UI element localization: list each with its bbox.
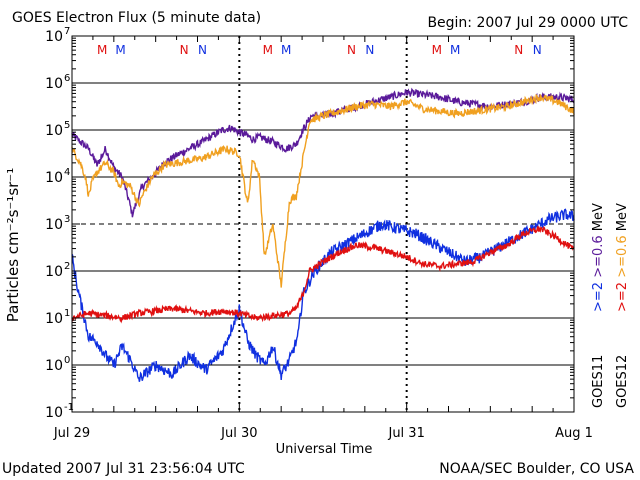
y-tick-exponent: 4 (64, 167, 70, 178)
event-marker: N (347, 43, 356, 57)
legend-goes11-energies: >=2 >=0.6 MeV (591, 203, 606, 312)
event-marker: N (533, 43, 542, 57)
x-tick-label: Jul 31 (387, 426, 424, 441)
legend-goes12: GOES12 (615, 355, 630, 408)
event-marker: M (97, 43, 107, 57)
y-tick-label: 10 (45, 76, 63, 92)
x-tick-label: Jul 30 (220, 426, 257, 441)
y-tick-label: 10 (45, 217, 63, 233)
event-marker: N (198, 43, 207, 57)
event-marker: M (281, 43, 291, 57)
series-line (71, 225, 575, 324)
x-tick-labels: Jul 29 Jul 30 Jul 31 Aug 1 (53, 426, 593, 441)
y-tick-label: 10 (45, 311, 63, 327)
y-tick-exponent: 6 (64, 73, 70, 84)
y-tick-label: 10 (45, 170, 63, 186)
chart-title: GOES Electron Flux (5 minute data) (12, 10, 262, 26)
updated-timestamp: Updated 2007 Jul 31 23:56:04 UTC (2, 461, 245, 477)
grid (72, 36, 574, 412)
event-marker: M (450, 43, 460, 57)
event-marker: M (432, 43, 442, 57)
y-tick-exponent: 7 (64, 26, 70, 37)
series-line (71, 208, 575, 382)
event-marker: M (263, 43, 273, 57)
y-tick-exponent: 5 (64, 120, 70, 131)
x-axis-label: Universal Time (276, 442, 373, 457)
y-tick-exponent: 2 (64, 261, 70, 272)
y-tick-exponent: -1 (64, 402, 74, 413)
credit-text: NOAA/SEC Boulder, CO USA (439, 461, 634, 477)
series-layer (71, 87, 575, 382)
y-tick-exponent: 1 (64, 308, 70, 319)
series-line (71, 93, 575, 288)
x-tick-label: Jul 29 (53, 426, 90, 441)
event-marker: N (514, 43, 523, 57)
y-tick-label: 10 (45, 29, 63, 45)
ticks (71, 36, 575, 413)
y-tick-exponent: 3 (64, 214, 70, 225)
y-tick-label: 10 (45, 264, 63, 280)
legend-goes11: GOES11 (591, 355, 606, 408)
y-tick-label: 10 (45, 358, 63, 374)
legend-goes12-energies: >=2 >=0.6 MeV (615, 203, 630, 312)
event-marker: M (115, 43, 125, 57)
begin-date: Begin: 2007 Jul 29 0000 UTC (427, 15, 628, 31)
event-marker: N (365, 43, 374, 57)
event-marker: N (180, 43, 189, 57)
y-axis-label: Particles cm⁻²s⁻¹sr⁻¹ (4, 168, 22, 322)
y-tick-label: 10 (45, 123, 63, 139)
right-legend: GOES11 GOES12 >=2 >=0.6 MeV >=2 >=0.6 MeV (591, 203, 630, 408)
y-tick-label: 10 (45, 405, 63, 421)
y-tick-exponent: 0 (64, 355, 70, 366)
x-tick-label: Aug 1 (555, 426, 593, 441)
